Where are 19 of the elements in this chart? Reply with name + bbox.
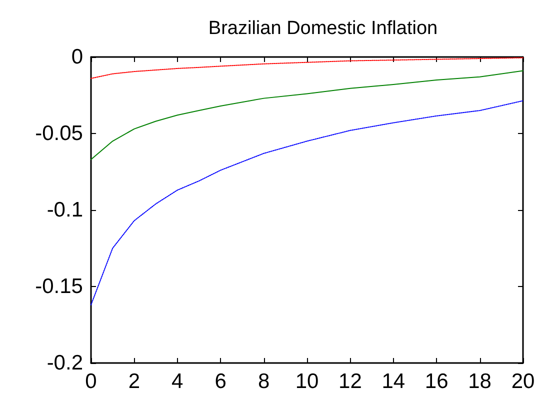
x-tick-label: 10 — [295, 370, 319, 393]
y-tick-label: 0 — [71, 46, 83, 68]
x-tick-label: 16 — [424, 370, 448, 393]
x-tick-label: 12 — [338, 370, 362, 393]
y-tick-label: -0.15 — [35, 275, 83, 298]
y-tick-label: -0.2 — [46, 352, 83, 374]
x-tick-label: 8 — [258, 370, 270, 393]
x-tick-label: 20 — [511, 370, 535, 393]
chart-title: Brazilian Domestic Inflation — [208, 18, 438, 39]
x-tick-label: 14 — [382, 370, 406, 393]
x-tick-label: 6 — [214, 370, 226, 393]
line-series — [90, 100, 524, 306]
x-tick-label: 18 — [468, 370, 492, 393]
y-tick-label: -0.05 — [35, 122, 83, 145]
y-tick-label: -0.1 — [46, 198, 83, 222]
x-tick-label: 4 — [172, 370, 184, 393]
x-tick-label: 2 — [128, 370, 140, 393]
line-series — [90, 70, 524, 160]
x-tick-label: 0 — [85, 370, 97, 393]
